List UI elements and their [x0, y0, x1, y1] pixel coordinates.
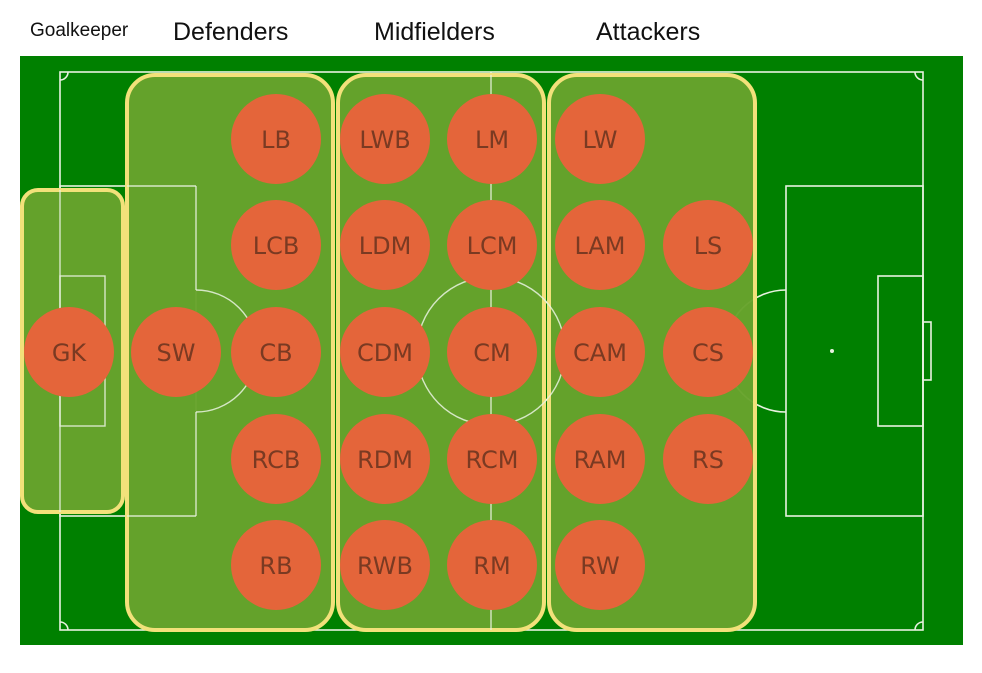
position-rwb: RWB: [340, 520, 430, 610]
position-rdm: RDM: [340, 414, 430, 504]
position-lb: LB: [231, 94, 321, 184]
position-circle: [555, 307, 645, 397]
position-lm: LM: [447, 94, 537, 184]
position-cam: CAM: [555, 307, 645, 397]
attackers-label: Attackers: [596, 18, 701, 46]
position-ram: RAM: [555, 414, 645, 504]
position-label: CM: [473, 339, 510, 367]
defenders-label: Defenders: [173, 18, 289, 46]
position-rs: RS: [663, 414, 753, 504]
position-circle: [447, 200, 537, 290]
position-label: RWB: [357, 552, 413, 580]
position-cm: CM: [447, 307, 537, 397]
position-rm: RM: [447, 520, 537, 610]
position-circle: [555, 520, 645, 610]
goalkeeper-label: Goalkeeper: [30, 20, 129, 41]
position-label: RB: [259, 552, 292, 580]
position-ldm: LDM: [340, 200, 430, 290]
position-rw: RW: [555, 520, 645, 610]
position-ls: LS: [663, 200, 753, 290]
position-circle: [340, 200, 430, 290]
position-label: RDM: [357, 446, 413, 474]
position-circle: [340, 307, 430, 397]
position-circle: [555, 94, 645, 184]
position-circle: [231, 414, 321, 504]
position-circle: [231, 520, 321, 610]
position-label: CS: [692, 339, 724, 367]
position-gk: GK: [24, 307, 114, 397]
position-circle: [131, 307, 221, 397]
position-cdm: CDM: [340, 307, 430, 397]
position-label: RAM: [574, 446, 627, 474]
position-cs: CS: [663, 307, 753, 397]
position-label: LCB: [253, 232, 300, 260]
position-label: LDM: [359, 232, 412, 260]
position-sw: SW: [131, 307, 221, 397]
position-lcm: LCM: [447, 200, 537, 290]
position-cb: CB: [231, 307, 321, 397]
position-rb: RB: [231, 520, 321, 610]
position-label: RCM: [466, 446, 519, 474]
position-label: RW: [580, 552, 619, 580]
position-circle: [231, 94, 321, 184]
position-lwb: LWB: [340, 94, 430, 184]
right-goal: [922, 321, 932, 381]
position-rcb: RCB: [231, 414, 321, 504]
position-circle: [555, 200, 645, 290]
position-lcb: LCB: [231, 200, 321, 290]
position-circle: [663, 414, 753, 504]
position-circle: [340, 414, 430, 504]
position-label: LM: [475, 126, 509, 154]
position-circle: [447, 414, 537, 504]
position-circle: [447, 307, 537, 397]
position-circle: [447, 520, 537, 610]
position-lw: LW: [555, 94, 645, 184]
position-circle: [231, 200, 321, 290]
position-circle: [663, 307, 753, 397]
position-label: LW: [583, 126, 618, 154]
position-label: GK: [52, 339, 88, 367]
position-label: LCM: [467, 232, 518, 260]
position-circle: [24, 307, 114, 397]
position-label: LS: [694, 232, 723, 260]
position-circle: [555, 414, 645, 504]
position-circle: [340, 94, 430, 184]
penalty-spot: [830, 349, 834, 353]
position-label: LWB: [359, 126, 410, 154]
position-circle: [340, 520, 430, 610]
position-label: RS: [692, 446, 724, 474]
position-lam: LAM: [555, 200, 645, 290]
position-circle: [663, 200, 753, 290]
position-label: CDM: [357, 339, 413, 367]
midfielders-label: Midfielders: [374, 18, 495, 46]
position-label: LB: [261, 126, 291, 154]
position-circle: [447, 94, 537, 184]
position-rcm: RCM: [447, 414, 537, 504]
position-label: RM: [473, 552, 510, 580]
position-label: CAM: [573, 339, 627, 367]
position-circle: [231, 307, 321, 397]
position-label: RCB: [252, 446, 301, 474]
position-label: CB: [259, 339, 292, 367]
position-label: LAM: [574, 232, 625, 260]
position-label: SW: [157, 339, 196, 367]
